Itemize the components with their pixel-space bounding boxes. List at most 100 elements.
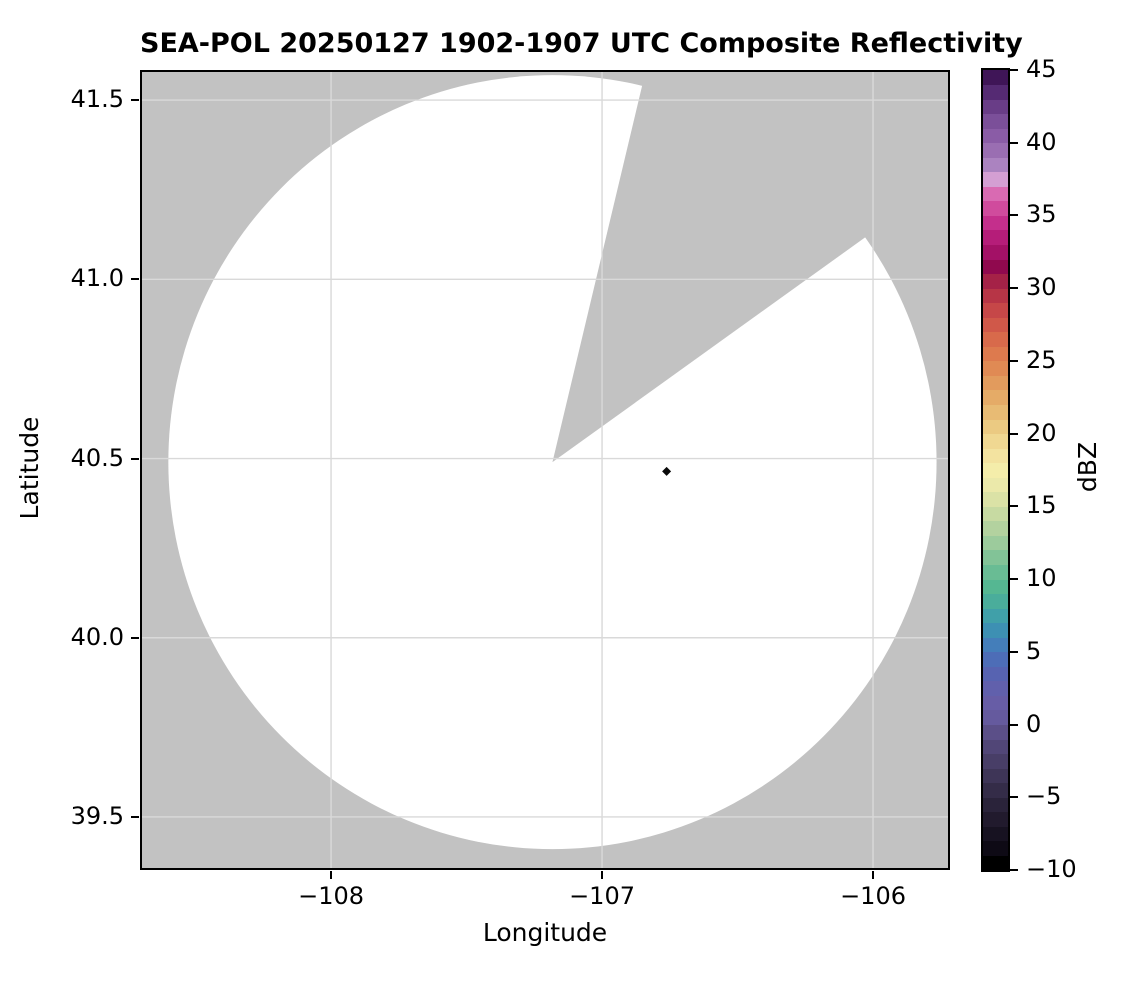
y-tick-label: 39.5 bbox=[70, 801, 124, 830]
colorbar-tick-mark bbox=[1010, 796, 1018, 799]
y-tick-mark bbox=[131, 278, 139, 281]
colorbar-band bbox=[983, 317, 1008, 333]
colorbar-band bbox=[983, 520, 1008, 536]
y-tick-label: 41.5 bbox=[70, 85, 124, 114]
colorbar-band bbox=[983, 564, 1008, 580]
colorbar-band bbox=[983, 535, 1008, 551]
colorbar-tick-mark bbox=[1010, 578, 1018, 581]
colorbar-band bbox=[983, 448, 1008, 464]
colorbar-band bbox=[983, 579, 1008, 595]
colorbar-tick-label: 40 bbox=[1026, 127, 1057, 156]
colorbar-tick-label: 35 bbox=[1026, 200, 1057, 229]
y-tick-mark bbox=[131, 457, 139, 460]
colorbar-band bbox=[983, 739, 1008, 755]
colorbar-tick-mark bbox=[1010, 650, 1018, 653]
colorbar-tick-label: 20 bbox=[1026, 418, 1057, 447]
colorbar-tick-mark bbox=[1010, 505, 1018, 508]
colorbar-band bbox=[983, 782, 1008, 798]
colorbar-band bbox=[983, 331, 1008, 347]
colorbar-band bbox=[983, 666, 1008, 682]
colorbar-tick-label: 15 bbox=[1026, 491, 1057, 520]
y-tick-mark bbox=[131, 815, 139, 818]
colorbar-tick-label: 30 bbox=[1026, 273, 1057, 302]
y-tick-mark bbox=[131, 636, 139, 639]
colorbar-band bbox=[983, 797, 1008, 813]
colorbar-tick-label: 45 bbox=[1026, 55, 1057, 83]
colorbar-band bbox=[983, 768, 1008, 784]
colorbar-band bbox=[983, 171, 1008, 187]
colorbar-label: dBZ bbox=[1073, 441, 1102, 493]
colorbar-tick-mark bbox=[1010, 869, 1018, 871]
colorbar-band bbox=[983, 273, 1008, 289]
colorbar-band bbox=[983, 608, 1008, 624]
x-tick-label: −107 bbox=[569, 882, 635, 910]
colorbar-band bbox=[983, 244, 1008, 260]
colorbar-tick-label: 10 bbox=[1026, 564, 1057, 593]
colorbar-band bbox=[983, 477, 1008, 493]
colorbar-tick-mark bbox=[1010, 141, 1018, 144]
colorbar-band bbox=[983, 142, 1008, 158]
colorbar-band bbox=[983, 433, 1008, 449]
colorbar-band bbox=[983, 491, 1008, 507]
y-tick-label: 41.0 bbox=[70, 264, 124, 293]
colorbar-band bbox=[983, 550, 1008, 566]
x-tick-label: −106 bbox=[840, 882, 906, 910]
colorbar-band bbox=[983, 826, 1008, 842]
colorbar-band bbox=[983, 375, 1008, 391]
colorbar-band bbox=[983, 113, 1008, 129]
colorbar-tick-mark bbox=[1010, 69, 1018, 71]
colorbar-tick-label: 5 bbox=[1026, 636, 1042, 665]
x-axis-label: Longitude bbox=[482, 918, 608, 947]
colorbar-tick-mark bbox=[1010, 432, 1018, 435]
colorbar-band bbox=[983, 724, 1008, 740]
y-tick-label: 40.0 bbox=[70, 622, 124, 651]
colorbar-band bbox=[983, 70, 1008, 86]
colorbar-band bbox=[983, 346, 1008, 362]
colorbar-tick-label: 0 bbox=[1026, 709, 1042, 738]
colorbar-band bbox=[983, 680, 1008, 696]
colorbar-band bbox=[983, 186, 1008, 202]
colorbar-band bbox=[983, 360, 1008, 376]
colorbar-band bbox=[983, 506, 1008, 522]
colorbar-band bbox=[983, 651, 1008, 667]
colorbar-band bbox=[983, 811, 1008, 827]
x-tick-mark bbox=[872, 871, 875, 879]
y-tick-mark bbox=[131, 99, 139, 102]
colorbar bbox=[981, 68, 1010, 872]
axes-frame bbox=[140, 70, 950, 870]
colorbar-band bbox=[983, 259, 1008, 275]
colorbar-tick-label: 25 bbox=[1026, 345, 1057, 374]
colorbar-band bbox=[983, 390, 1008, 406]
colorbar-bands bbox=[983, 70, 1008, 871]
colorbar-tick-label: −10 bbox=[1026, 855, 1077, 883]
colorbar-band bbox=[983, 855, 1008, 871]
plot-title: SEA-POL 20250127 1902-1907 UTC Composite… bbox=[140, 28, 1023, 59]
colorbar-band bbox=[983, 200, 1008, 216]
colorbar-band bbox=[983, 753, 1008, 769]
colorbar-tick-mark bbox=[1010, 359, 1018, 362]
colorbar-band bbox=[983, 622, 1008, 638]
colorbar-band bbox=[983, 840, 1008, 856]
colorbar-band bbox=[983, 128, 1008, 144]
colorbar-tick-mark bbox=[1010, 723, 1018, 726]
colorbar-tick-mark bbox=[1010, 214, 1018, 217]
colorbar-band bbox=[983, 215, 1008, 231]
x-tick-mark bbox=[330, 871, 333, 879]
colorbar-band bbox=[983, 288, 1008, 304]
colorbar-tick-label: −5 bbox=[1026, 782, 1062, 811]
colorbar-band bbox=[983, 593, 1008, 609]
x-tick-mark bbox=[601, 871, 604, 879]
colorbar-band bbox=[983, 157, 1008, 173]
colorbar-band bbox=[983, 462, 1008, 478]
missing-data-sector bbox=[552, 70, 950, 463]
y-tick-label: 40.5 bbox=[70, 443, 124, 472]
x-tick-label: −108 bbox=[298, 882, 364, 910]
colorbar-tick-mark bbox=[1010, 287, 1018, 290]
colorbar-band bbox=[983, 84, 1008, 100]
radar-map bbox=[140, 70, 950, 870]
colorbar-band bbox=[983, 99, 1008, 115]
y-axis-label: Latitude bbox=[15, 416, 44, 520]
colorbar-band bbox=[983, 710, 1008, 726]
colorbar-band bbox=[983, 637, 1008, 653]
